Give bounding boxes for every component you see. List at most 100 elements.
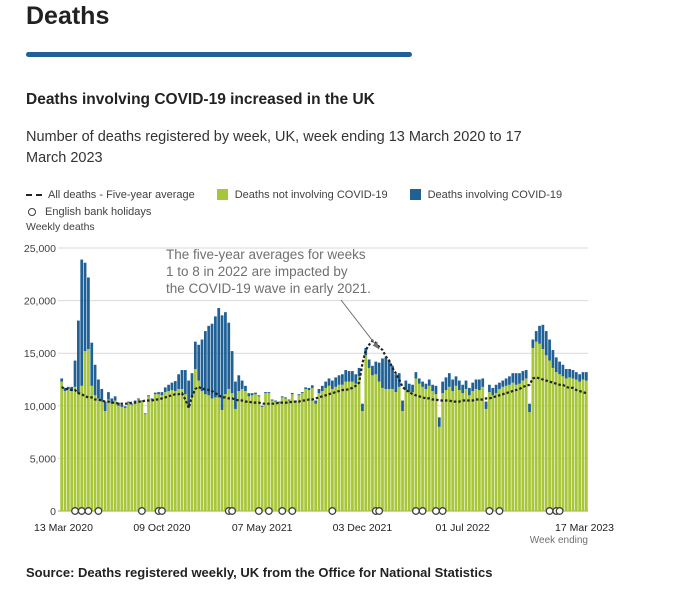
bar-not-covid [411,392,414,511]
bar-not-covid [337,384,341,511]
dashed-line-icon [26,193,42,196]
bar-not-covid [287,400,291,511]
bar-covid [498,382,501,389]
bar-not-covid [481,386,485,511]
bar-not-covid [274,401,277,511]
x-tick-label: 07 May 2021 [232,522,293,534]
bar-covid [447,373,451,387]
bar-not-covid [501,386,505,511]
bar-covid [237,375,241,392]
bar-not-covid [581,379,585,511]
bar-covid [561,364,565,377]
bar-covid [107,392,110,400]
bar-not-covid [290,394,294,511]
bar-covid [274,400,277,402]
y-tick-label: 25,000 [24,243,56,255]
bar-not-covid [584,380,588,511]
bar-covid [224,312,227,395]
bar-covid [330,380,334,389]
bar-not-covid [387,388,391,511]
bar-covid [160,392,164,396]
bar-not-covid [227,388,231,511]
blue-square-icon [409,189,421,200]
bar-not-covid [574,379,578,511]
bar-not-covid [568,377,571,511]
bar-covid [551,350,555,368]
bar-covid [464,380,468,389]
bar-covid [437,417,441,427]
bar-covid [307,387,311,391]
bank-holiday-marker [157,507,166,515]
bar-not-covid [280,397,284,511]
bar-covid [584,372,588,381]
bar-not-covid [220,410,224,511]
bar-covid [581,372,585,380]
bar-covid [197,344,201,381]
bar-not-covid [541,348,545,511]
legend-label-holidays: English bank holidays [45,205,152,218]
bar-covid [407,383,411,393]
bar-not-covid [478,390,481,511]
bar-not-covid [391,388,394,511]
bar-not-covid [284,398,287,511]
section-title: Deaths [26,2,110,30]
bar-covid [217,307,221,398]
bar-covid [97,379,100,399]
bar-not-covid [247,396,251,511]
bank-holiday-marker [288,507,297,515]
bar-covid [234,381,237,409]
bar-covid [534,331,538,342]
bar-covid [361,403,364,412]
bar-covid [173,381,177,392]
x-tick-label: 01 Jul 2022 [436,522,490,534]
green-square-icon [216,189,228,200]
bar-not-covid [83,351,87,511]
bank-holiday-marker [94,507,103,515]
bar-not-covid [317,393,321,511]
bar-not-covid [514,384,518,511]
bar-not-covid [163,392,167,511]
bar-not-covid [270,400,274,511]
bar-covid [257,395,261,397]
bar-not-covid [160,395,164,511]
deaths-chart: 0 5,000 10,000 15,000 20,000 25,000 13 Mar 202… [24,243,614,546]
bank-holiday-marker [438,507,447,515]
bar-covid [314,400,318,404]
bar-covid [427,379,431,386]
bar-not-covid [193,368,197,511]
bar-covid [451,379,455,392]
bar-covid [548,339,551,361]
chart-title: Deaths involving COVID-19 increased in t… [26,91,375,108]
bar-not-covid [531,347,535,511]
bar-not-covid [534,341,538,511]
bar-covid [227,322,231,389]
legend-label-average: All deaths - Five-year average [48,188,195,201]
bar-not-covid [444,390,448,511]
bar-covid [544,331,548,356]
bar-not-covid [421,386,424,511]
bar-not-covid [464,388,468,511]
bar-covid [113,396,117,401]
bank-holiday-marker [228,507,237,515]
bar-not-covid [187,407,191,511]
bar-covid [133,400,137,402]
bar-covid [518,373,521,384]
bar-not-covid [203,394,207,511]
bar-covid [511,373,515,383]
bar-not-covid [190,397,194,511]
five-year-average-line [61,339,587,412]
bar-not-covid [183,394,187,511]
bar-covid [297,394,301,396]
bar-covid [381,358,384,388]
bar-not-covid [524,378,528,511]
annotation-text: the COVID-19 wave in early 2021. [166,281,371,296]
bar-covid [478,379,481,391]
bar-not-covid [77,393,80,511]
bar-covid [377,362,381,382]
bar-covid [337,375,341,385]
bar-not-covid [504,385,508,511]
bar-not-covid [384,388,388,511]
bar-not-covid [374,374,378,511]
bar-covid [66,386,70,389]
bar-covid [461,384,465,394]
